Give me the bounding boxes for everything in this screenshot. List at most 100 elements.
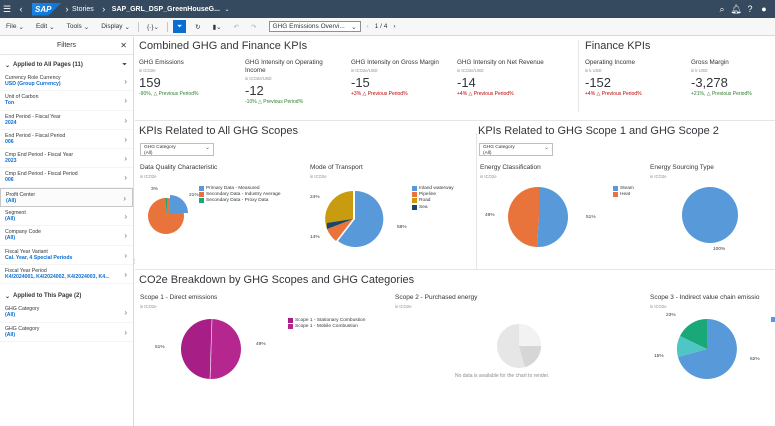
chevron-down-icon[interactable]: ⌄ bbox=[224, 6, 230, 13]
breadcrumb-stories[interactable]: Stories bbox=[72, 5, 94, 13]
filter-item[interactable]: GHG Category (All) › bbox=[0, 303, 133, 323]
next-page-icon[interactable]: › bbox=[393, 23, 396, 30]
filter-value: (All) bbox=[6, 197, 17, 204]
kpi-title: GHG Intensity on Operating Income bbox=[245, 59, 323, 74]
filter-icon[interactable]: ⏷ bbox=[172, 20, 187, 33]
notifications-icon[interactable]: 🔔︎ bbox=[730, 3, 742, 14]
pie-chart-energy-classification[interactable] bbox=[507, 185, 571, 249]
back-icon[interactable]: ‹ bbox=[19, 4, 23, 14]
filter-label: Unit of Carbon bbox=[5, 94, 39, 101]
kpi-tile[interactable]: GHG Intensity on Gross Margin in tCO2e/US… bbox=[351, 59, 451, 97]
search-icon[interactable]: ⌕ bbox=[719, 3, 725, 14]
edit-menu[interactable]: Edit ⌄ bbox=[35, 23, 55, 31]
pie-slice-scope3-b bbox=[676, 336, 707, 357]
pie-chart-energy-sourcing[interactable] bbox=[680, 185, 740, 245]
ghg-category-dropdown-scope12[interactable]: GHG Category (All) ⌄ bbox=[479, 143, 553, 156]
divider bbox=[138, 21, 139, 32]
section-all-pages[interactable]: ⌄ Applied to All Pages (11) ⏷ bbox=[5, 61, 127, 69]
undo-icon[interactable]: ↶ bbox=[233, 23, 240, 31]
legend-item[interactable]: Sea bbox=[412, 204, 454, 210]
bookmark-icon[interactable]: ▮⌄ bbox=[212, 23, 222, 31]
page-select[interactable]: GHG Emissions Overvi... ⌄ bbox=[268, 21, 361, 32]
menu-icon[interactable]: ☰ bbox=[2, 3, 12, 14]
divider bbox=[135, 120, 775, 121]
filter-item[interactable]: Fiscal Year Period K4/2024001, K4/2024002… bbox=[0, 265, 133, 285]
filter-value: K4/2024001, K4/2024002, K4/2024003, K4..… bbox=[5, 273, 110, 280]
variable-icon[interactable]: {·}⌄ bbox=[147, 23, 159, 31]
pie-slice-stationary bbox=[180, 318, 212, 379]
refresh-icon[interactable]: ↻ bbox=[195, 23, 201, 31]
data-label: 49% bbox=[256, 342, 266, 347]
tools-menu[interactable]: Tools ⌄ bbox=[66, 23, 90, 31]
kpi-tile[interactable]: Gross Margin in k USD -3,278 +21%, △ Previo… bbox=[691, 59, 775, 97]
chart-title-dq: Data Quality Characteristic bbox=[140, 164, 218, 171]
filter-value: 006 bbox=[5, 177, 14, 184]
chevron-down-icon: ⌄ bbox=[543, 145, 549, 151]
divider bbox=[166, 21, 168, 32]
filter-item[interactable]: Segment (All) › bbox=[0, 207, 133, 227]
chevron-right-icon: › bbox=[124, 231, 127, 241]
kpi-tile[interactable]: GHG Emissions in tCO2e 159 -90%, △ Previous… bbox=[139, 59, 239, 97]
pie-slice-inland bbox=[338, 190, 384, 247]
filter-item[interactable]: Company Code (All) › bbox=[0, 226, 133, 246]
legend-item[interactable]: Primary Data - Measured bbox=[199, 185, 281, 191]
display-menu[interactable]: Display ⌄ bbox=[101, 23, 130, 31]
filter-settings-icon[interactable]: ⏷ bbox=[122, 61, 127, 68]
redo-icon[interactable]: ↷ bbox=[251, 23, 257, 31]
filter-item[interactable]: GHG Category (All) › bbox=[0, 323, 133, 342]
kpi-value: -3,278 bbox=[691, 75, 728, 90]
pie-slice-secondary-proxy bbox=[165, 197, 167, 216]
legend-swatch bbox=[771, 317, 775, 322]
pie-slice-sea bbox=[326, 219, 353, 229]
filter-item[interactable]: Currency Role Currency USD (Group Currenc… bbox=[0, 72, 133, 92]
chevron-right-icon: › bbox=[124, 77, 127, 86]
story-title[interactable]: SAP_GRL_DSP_GreenHouseG... bbox=[111, 5, 220, 13]
filter-item[interactable]: Cmp End Period - Fiscal Period 006 › bbox=[0, 168, 133, 188]
filter-item[interactable]: End Period - Fiscal Year 2024 › bbox=[0, 111, 133, 130]
legend-item[interactable]: Pipeline bbox=[412, 191, 454, 197]
legend-item[interactable]: Secondary Data - Industry Average bbox=[199, 191, 281, 197]
filter-item[interactable]: Profit Center (All) › bbox=[0, 187, 133, 208]
divider bbox=[476, 133, 477, 269]
file-menu[interactable]: File ⌄ bbox=[6, 23, 24, 31]
kpi-delta: +21%, △ Previous Period% bbox=[691, 91, 752, 97]
kpi-delta: +4% △ Previous Period% bbox=[457, 91, 514, 97]
pie-chart-data-quality[interactable] bbox=[145, 183, 189, 238]
legend-item[interactable]: Steam bbox=[613, 185, 634, 191]
sap-logo[interactable]: SAP bbox=[32, 2, 62, 16]
pie-chart-scope1[interactable] bbox=[180, 317, 244, 381]
chevron-down-icon: ⌄ bbox=[5, 62, 11, 69]
filter-item[interactable]: Unit of Carbon Ton › bbox=[0, 91, 133, 111]
legend-swatch bbox=[412, 204, 417, 210]
kpi-tile[interactable]: GHG Intensity on Net Revenue in tCO2e/USD… bbox=[457, 59, 557, 97]
pie-chart-scope3[interactable] bbox=[675, 317, 739, 381]
data-label: 58% bbox=[397, 225, 407, 230]
pie-chart-mode-of-transport[interactable] bbox=[323, 187, 387, 251]
section-this-page[interactable]: ⌄ Applied to This Page (2) bbox=[5, 293, 82, 300]
avatar[interactable]: ● bbox=[761, 4, 767, 14]
data-label: 51% bbox=[155, 345, 165, 350]
prev-page-icon[interactable]: ‹ bbox=[366, 23, 369, 30]
kpi-unit: in tCO2e/USD bbox=[457, 68, 484, 73]
filter-item[interactable]: Cmp End Period - Fiscal Year 2023 › bbox=[0, 149, 133, 169]
filter-item[interactable]: End Period - Fiscal Period 006 › bbox=[0, 130, 133, 150]
legend-swatch bbox=[288, 323, 293, 329]
filters-header: Filters ✕ bbox=[0, 37, 133, 55]
close-icon[interactable]: ✕ bbox=[120, 41, 127, 50]
legend-item[interactable]: Inland waterway bbox=[412, 185, 454, 191]
legend-item[interactable]: Heat bbox=[613, 191, 634, 197]
chart-title-es: Energy Sourcing Type bbox=[650, 164, 714, 171]
kpi-tile[interactable]: GHG Intensity on Operating Income in tCO2… bbox=[245, 59, 345, 105]
legend-item[interactable]: Road bbox=[412, 198, 454, 204]
filter-item[interactable]: Fiscal Year Variant Cal. Year, 4 Special … bbox=[0, 246, 133, 265]
kpi-tile[interactable]: Operating Income in k USD -152 +4% △ Previo… bbox=[585, 59, 685, 97]
legend-item[interactable]: Secondary Data - Proxy Data bbox=[199, 198, 281, 204]
legend-item[interactable]: Scope 1 - Mobile Combustion bbox=[288, 323, 365, 329]
no-data-message: No data is available for the chart to re… bbox=[455, 373, 550, 379]
pie-slice-pipeline bbox=[327, 219, 353, 241]
help-icon[interactable]: ? bbox=[747, 4, 753, 14]
ghg-category-dropdown[interactable]: GHG Category (All) ⌄ bbox=[140, 143, 214, 156]
chevron-right-icon: › bbox=[124, 269, 127, 279]
legend-item[interactable]: Scope 1 - Stationary Combustion bbox=[288, 317, 365, 323]
chart-unit: in tCO2e bbox=[650, 304, 667, 309]
